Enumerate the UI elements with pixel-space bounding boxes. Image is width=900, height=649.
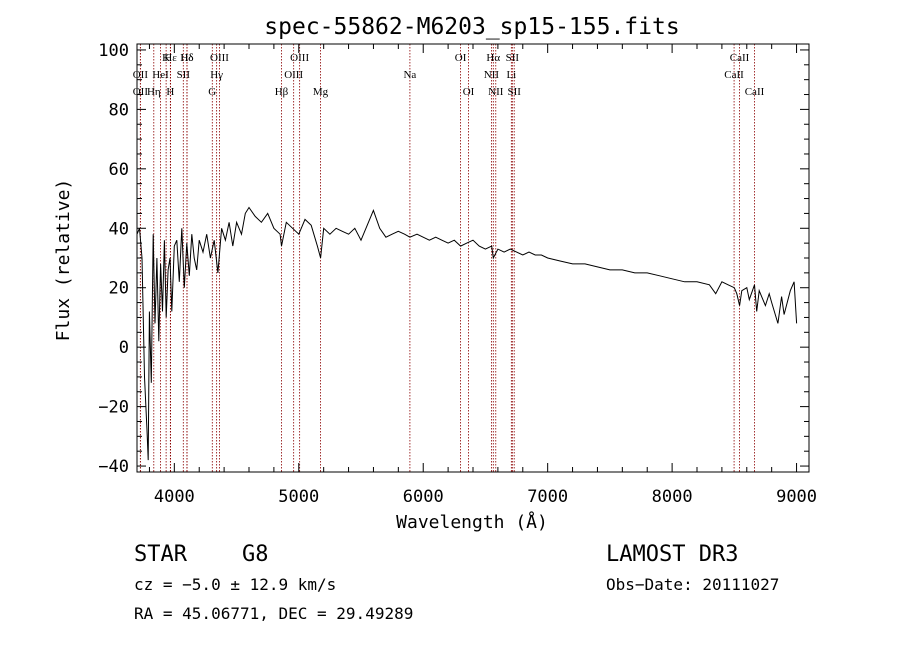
emission-line-label: Mg [313,86,329,98]
chart-title: spec-55862-M6203_sp15-155.fits [264,14,679,40]
emission-line-label: H [166,86,174,98]
y-tick-label: −40 [98,457,129,477]
y-tick-label: 60 [109,160,129,180]
emission-line-label: OIII [290,52,309,64]
emission-line-label: CaII [730,52,750,64]
emission-line-label: Hβ [275,86,289,98]
y-tick-label: 0 [119,338,129,358]
emission-line-label: Li [506,69,516,81]
emission-line-label: Hδ [180,52,193,64]
x-axis-label: Wavelength (Å) [396,511,548,533]
emission-line-label: OI [463,86,475,98]
x-tick-label: 7000 [527,487,568,507]
y-axis-label: Flux (relative) [53,179,74,342]
emission-line-label: Hη [147,86,161,98]
coordinates: RA = 45.06771, DEC = 29.49289 [134,604,413,623]
x-tick-label: 6000 [403,487,444,507]
x-tick-label: 8000 [652,487,693,507]
emission-line-label: OIII [284,69,303,81]
emission-line-label: CaII [745,86,765,98]
emission-line-label: NII [488,86,504,98]
object-subclass: G8 [242,542,269,567]
x-tick-label: 5000 [278,487,319,507]
emission-line-label: Hδ [180,52,193,64]
observation-date: Obs−Date: 20111027 [606,575,779,594]
x-axis: 4000 5000 6000 7000 8000 9000 [148,44,817,507]
x-tick-label: 9000 [776,487,817,507]
y-tick-label: −20 [98,398,129,418]
emission-line-label: CaII [724,69,744,81]
y-tick-label: 80 [109,100,129,120]
object-class: STAR [134,542,188,567]
emission-line-label: OIII [210,52,229,64]
emission-line-label: Na [403,69,416,81]
emission-line-label: HeI [152,69,169,81]
emission-line-label: SII [506,52,520,64]
emission-line-label: Hε [164,52,177,64]
y-tick-label: 20 [109,279,129,299]
y-tick-label: 40 [109,219,129,239]
x-tick-label: 4000 [154,487,195,507]
survey-name: LAMOST DR3 [606,542,738,567]
y-axis: −40 −20 0 20 40 60 80 100 [98,41,809,477]
emission-line-label: OI [455,52,467,64]
emission-line-label: SII [177,69,191,81]
y-tick-label: 100 [98,41,129,61]
emission-line-label: SII [507,86,521,98]
spectrum-line [136,206,798,461]
emission-line-label: Hγ [210,69,223,81]
emission-line-label: G [208,86,216,98]
emission-line-label: NII [484,69,500,81]
emission-line-label: K [162,52,170,64]
emission-line-label: Hα [486,52,500,64]
redshift-info: cz = −5.0 ± 12.9 km/s [134,575,336,594]
